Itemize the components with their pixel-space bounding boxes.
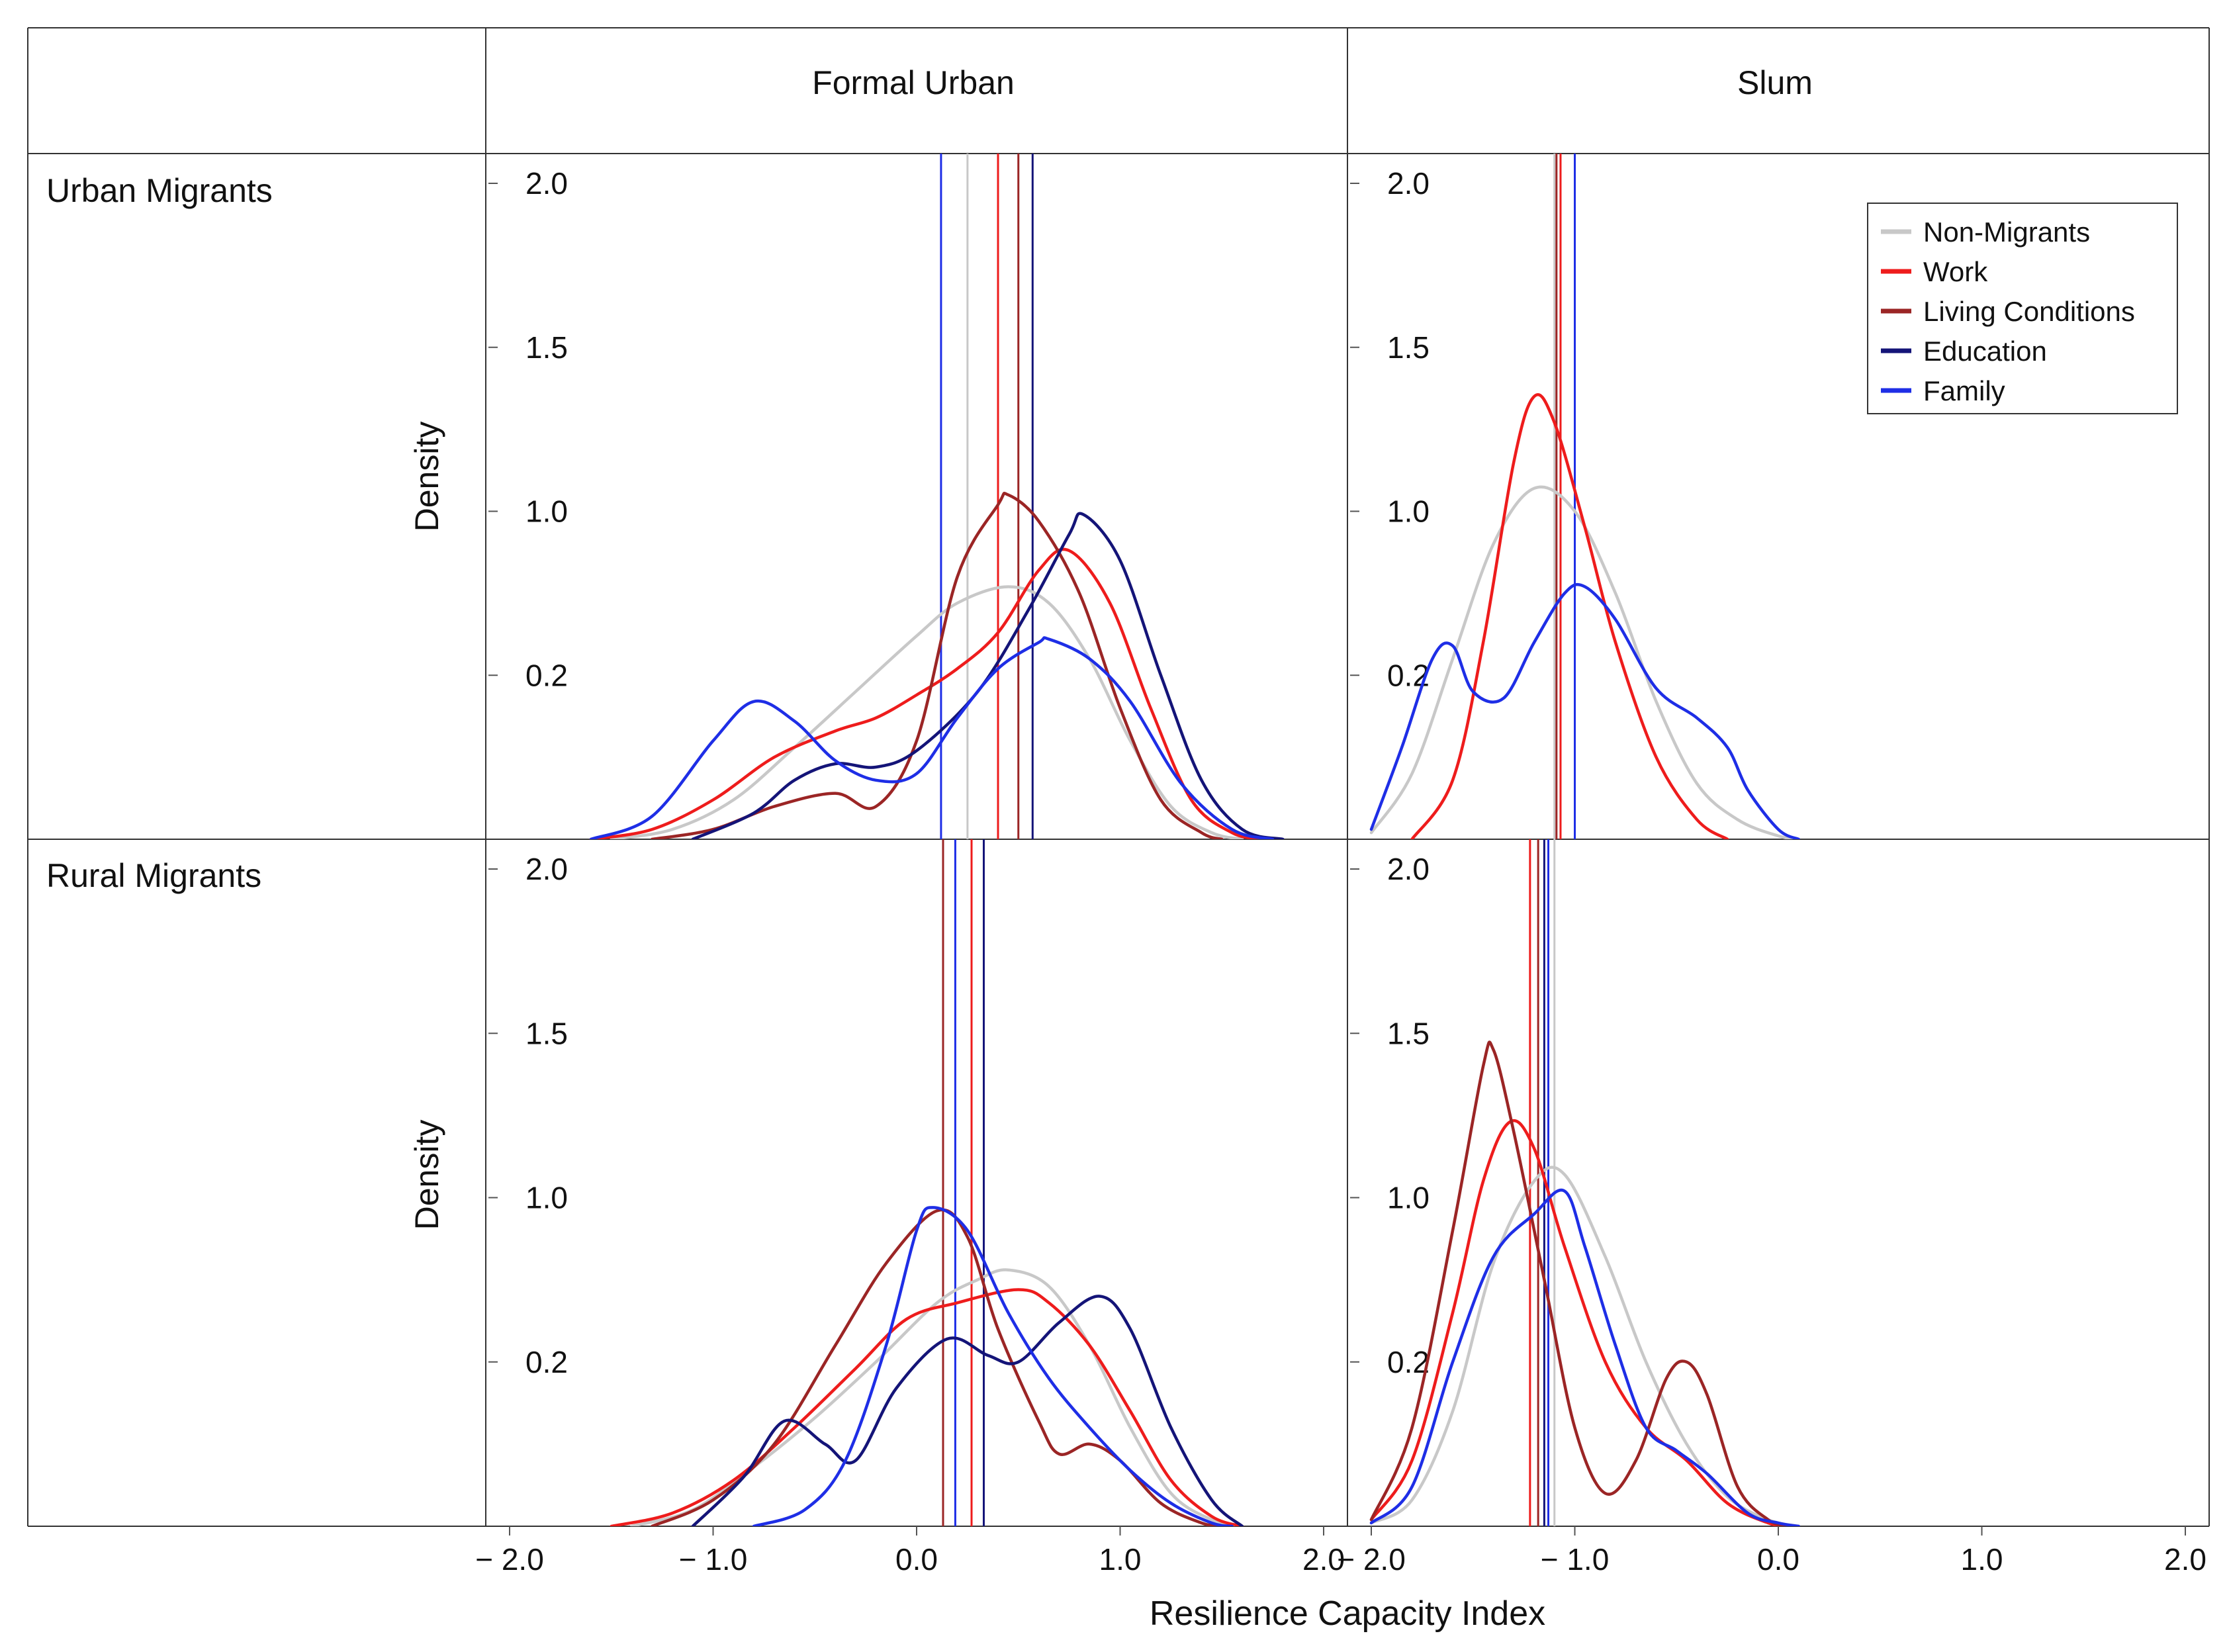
y-axis-label-bottom: Density xyxy=(408,1120,445,1230)
density-curve-family-urban-migrants-slum xyxy=(1369,582,1801,839)
y-tick-label-urban-migrants-slum-3: 2.0 xyxy=(1387,166,1430,201)
y-tick-label-urban-migrants-slum-0: 0.2 xyxy=(1387,658,1430,692)
y-tick-label-urban-migrants-slum-1: 1.0 xyxy=(1387,494,1430,529)
column-header-slum: Slum xyxy=(1737,64,1813,101)
row-header-rural-migrants: Rural Migrants xyxy=(46,857,261,894)
density-curve-education-urban-migrants-formal-urban xyxy=(691,512,1285,839)
x-tick-label-0-4: 2.0 xyxy=(1302,1542,1345,1577)
y-tick-label-urban-migrants-formal-urban-0: 0.2 xyxy=(525,658,568,692)
y-tick-label-rural-migrants-formal-urban-1: 1.0 xyxy=(525,1181,568,1215)
panel-rural-migrants-slum: 0.2 1.0 1.5 2.0 xyxy=(1350,839,1801,1526)
legend-label-non-migrants: Non-Migrants xyxy=(1923,216,2090,248)
density-curve-living-conditions-urban-migrants-formal-urban xyxy=(651,491,1224,839)
y-axis-label-top: Density xyxy=(408,422,445,532)
y-tick-label-rural-migrants-slum-3: 2.0 xyxy=(1387,852,1430,886)
y-tick-label-rural-migrants-slum-2: 1.5 xyxy=(1387,1016,1430,1050)
legend-label-living-conditions: Living Conditions xyxy=(1923,296,2135,327)
y-tick-label-urban-migrants-slum-2: 1.5 xyxy=(1387,330,1430,365)
panel-urban-migrants-slum: 0.2 1.0 1.5 2.0 xyxy=(1350,154,1801,839)
x-tick-label-0-1: − 1.0 xyxy=(679,1542,748,1577)
x-tick-label-1-3: 1.0 xyxy=(1961,1542,2003,1577)
density-curve-non-migrants-urban-migrants-formal-urban xyxy=(610,585,1244,839)
legend-label-family: Family xyxy=(1923,375,2005,406)
y-tick-label-urban-migrants-formal-urban-3: 2.0 xyxy=(525,166,568,201)
y-tick-label-rural-migrants-formal-urban-3: 2.0 xyxy=(525,852,568,886)
density-curve-education-rural-migrants-formal-urban xyxy=(691,1295,1244,1526)
x-tick-label-0-0: − 2.0 xyxy=(475,1542,544,1577)
density-curve-work-rural-migrants-slum xyxy=(1369,1119,1790,1526)
legend-label-education: Education xyxy=(1923,336,2047,367)
density-curve-living-conditions-rural-migrants-slum xyxy=(1369,1040,1790,1526)
x-tick-label-1-1: − 1.0 xyxy=(1541,1542,1610,1577)
density-curve-family-rural-migrants-formal-urban xyxy=(752,1206,1234,1526)
column-header-formal-urban: Formal Urban xyxy=(812,64,1015,101)
panel-urban-migrants-formal-urban: 0.2 1.0 1.5 2.0 xyxy=(488,154,1285,839)
y-tick-label-rural-migrants-slum-0: 0.2 xyxy=(1387,1345,1430,1379)
density-curve-family-rural-migrants-slum xyxy=(1369,1188,1801,1526)
density-curve-family-urban-migrants-formal-urban xyxy=(589,636,1275,839)
y-tick-label-rural-migrants-slum-1: 1.0 xyxy=(1387,1181,1430,1215)
row-header-urban-migrants: Urban Migrants xyxy=(46,172,273,209)
x-tick-label-1-2: 0.0 xyxy=(1757,1542,1799,1577)
y-tick-label-urban-migrants-formal-urban-2: 1.5 xyxy=(525,330,568,365)
density-curve-work-urban-migrants-slum xyxy=(1410,393,1729,839)
x-tick-label-0-2: 0.0 xyxy=(895,1542,938,1577)
density-curve-non-migrants-rural-migrants-slum xyxy=(1369,1166,1801,1526)
panel-rural-migrants-formal-urban: 0.2 1.0 1.5 2.0 xyxy=(488,839,1244,1526)
density-curve-work-rural-migrants-formal-urban xyxy=(610,1288,1244,1526)
y-tick-label-urban-migrants-formal-urban-1: 1.0 xyxy=(525,494,568,529)
x-tick-label-1-0: − 2.0 xyxy=(1337,1542,1406,1577)
x-tick-label-0-3: 1.0 xyxy=(1099,1542,1142,1577)
legend: Non-Migrants Work Living Conditions Educati… xyxy=(1867,203,2178,414)
x-axis-title: Resilience Capacity Index xyxy=(1150,1594,1545,1633)
x-tick-label-1-4: 2.0 xyxy=(2164,1542,2206,1577)
y-tick-label-rural-migrants-formal-urban-0: 0.2 xyxy=(525,1345,568,1379)
density-curve-work-urban-migrants-formal-urban xyxy=(589,547,1265,839)
y-tick-label-rural-migrants-formal-urban-2: 1.5 xyxy=(525,1016,568,1050)
legend-box xyxy=(1867,203,2178,414)
legend-label-work: Work xyxy=(1923,256,1988,287)
